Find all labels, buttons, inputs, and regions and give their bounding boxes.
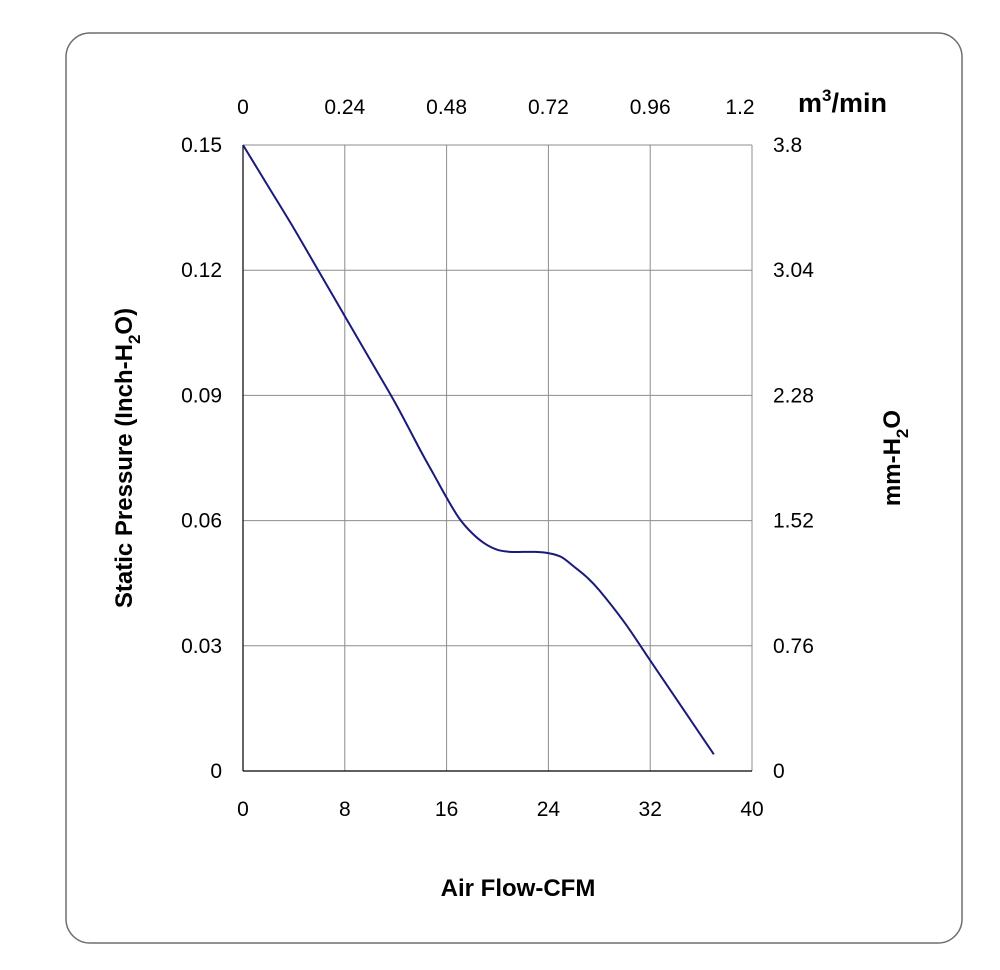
chart-frame: [65, 32, 963, 944]
tick-labels: 0 8 16 24 32 40 0 0.24 0.48 0.72 0.96 1.2 0 0.03 0.06 0…: [181, 96, 814, 821]
y-tick-label: 0.15: [181, 134, 222, 157]
data-series: [242, 144, 715, 755]
right-tick-label: 2.28: [773, 384, 814, 407]
y-tick-label: 0.09: [181, 384, 222, 407]
right-tick-label: 3.04: [773, 259, 814, 282]
grid-lines: [242, 144, 753, 772]
y-axis-title-part: Static Pressure (Inch-H: [111, 344, 138, 608]
plot-axes: [242, 145, 752, 772]
top-axis-title: m3/min: [798, 86, 887, 118]
x-tick-label: 24: [537, 798, 561, 821]
y-tick-label: 0.12: [181, 259, 222, 282]
x-axis-title: Air Flow-CFM: [441, 875, 596, 902]
top-tick-label: 1.2: [725, 96, 754, 119]
right-axis-title-part: mm-H: [879, 438, 906, 506]
top-axis-title-part: /min: [831, 88, 887, 118]
right-axis-title: mm-H2O: [879, 410, 912, 506]
top-tick-label: 0: [237, 96, 249, 119]
series-line: [242, 144, 715, 755]
y-tick-label: 0: [210, 760, 222, 783]
y-axis-title-part: O): [111, 308, 138, 335]
y-tick-label: 0.06: [181, 510, 222, 533]
right-axis-title-part: O: [879, 410, 906, 429]
x-tick-label: 40: [740, 798, 763, 821]
top-axis-title-superscript: 3: [822, 86, 831, 105]
y-axis-title-subscript: 2: [125, 335, 144, 344]
right-axis-title-subscript: 2: [893, 429, 912, 438]
top-tick-label: 0.48: [426, 96, 467, 119]
x-tick-label: 0: [237, 798, 249, 821]
x-tick-label: 16: [435, 798, 458, 821]
x-tick-label: 8: [339, 798, 351, 821]
top-axis-title-part: m: [798, 88, 822, 118]
y-tick-label: 0.03: [181, 635, 222, 658]
top-tick-label: 0.96: [630, 96, 671, 119]
y-axis-title: Static Pressure (Inch-H2O): [111, 308, 144, 608]
right-tick-label: 0.76: [773, 635, 814, 658]
right-tick-label: 0: [773, 760, 785, 783]
top-tick-label: 0.24: [324, 96, 365, 119]
top-tick-label: 0.72: [528, 96, 569, 119]
x-tick-label: 32: [639, 798, 662, 821]
right-tick-label: 1.52: [773, 510, 814, 533]
right-tick-label: 3.8: [773, 134, 802, 157]
